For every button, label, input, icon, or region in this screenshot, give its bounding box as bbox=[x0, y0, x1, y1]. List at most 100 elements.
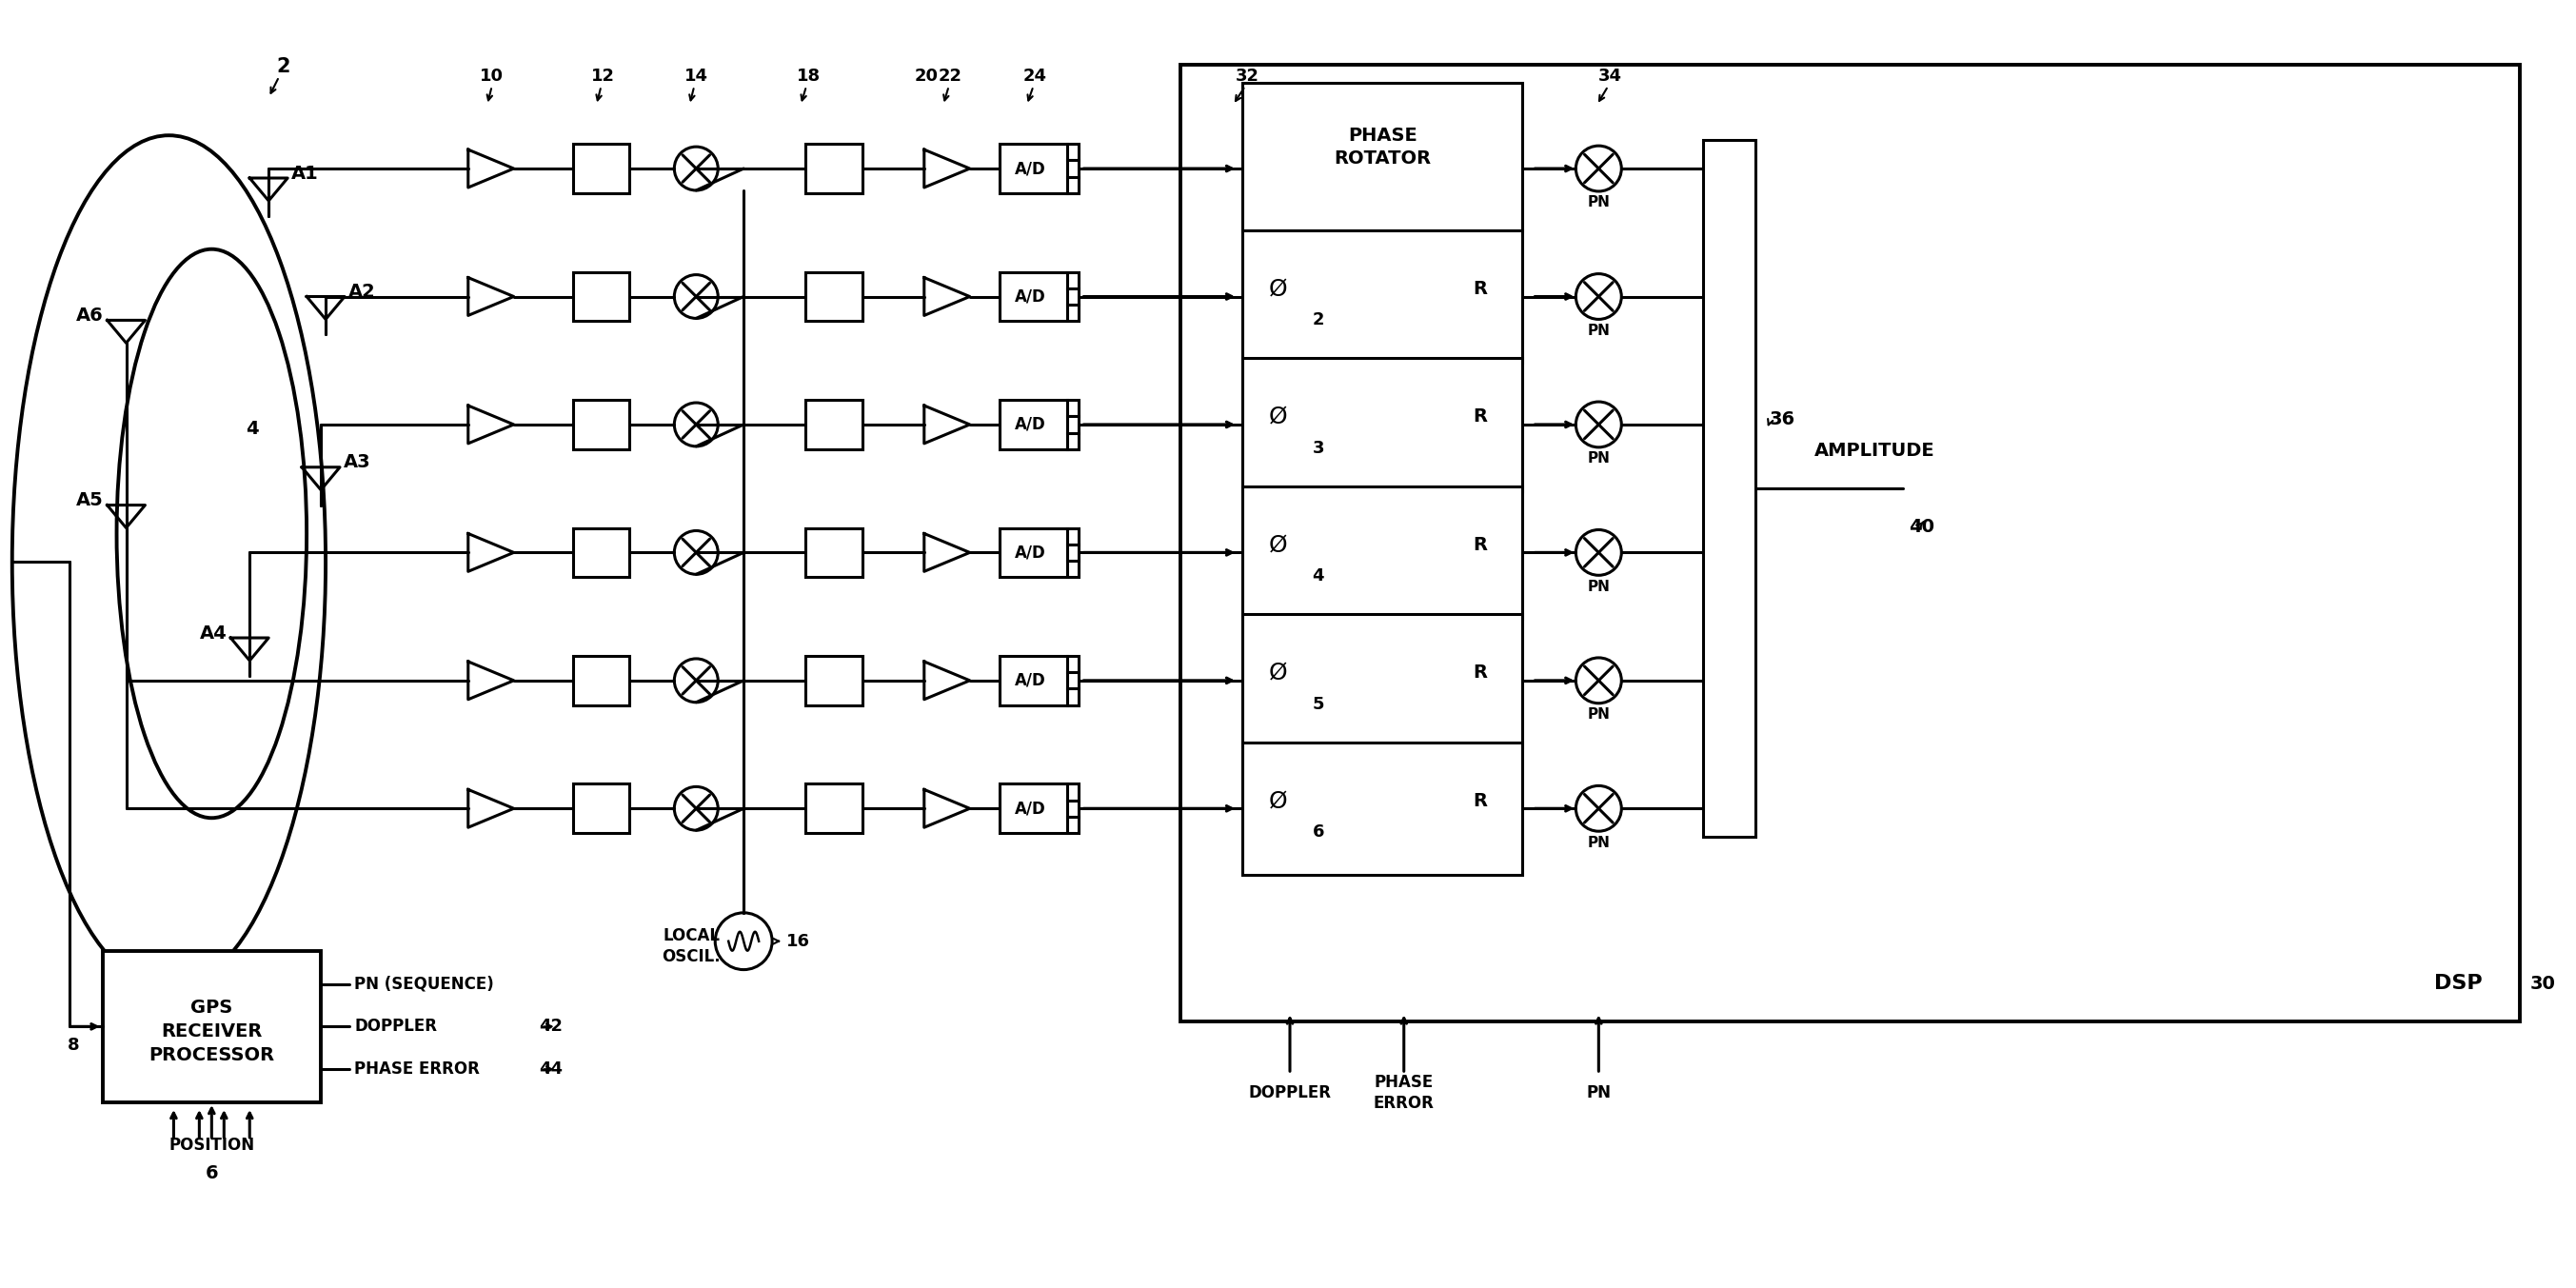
Bar bbox=[103, 951, 322, 1103]
Bar bbox=[1242, 358, 1522, 491]
Bar bbox=[1180, 64, 2519, 1021]
Bar bbox=[1066, 176, 1079, 193]
Bar bbox=[572, 656, 629, 705]
Text: A/D: A/D bbox=[1015, 800, 1046, 817]
Bar bbox=[1066, 560, 1079, 577]
Bar bbox=[572, 144, 629, 193]
Text: 30: 30 bbox=[2530, 975, 2555, 993]
Text: 32: 32 bbox=[1236, 68, 1260, 85]
Text: 5: 5 bbox=[1311, 696, 1324, 712]
Text: 34: 34 bbox=[1597, 68, 1623, 85]
Bar bbox=[999, 528, 1066, 577]
Text: A/D: A/D bbox=[1015, 544, 1046, 562]
Text: 2: 2 bbox=[276, 58, 289, 76]
Text: PROCESSOR: PROCESSOR bbox=[149, 1046, 276, 1064]
Text: A2: A2 bbox=[348, 283, 376, 301]
Text: 3: 3 bbox=[1311, 439, 1324, 457]
Text: PN: PN bbox=[1587, 1084, 1610, 1101]
Bar bbox=[806, 528, 863, 577]
Text: PHASE
ERROR: PHASE ERROR bbox=[1373, 1074, 1435, 1112]
Text: 6: 6 bbox=[1311, 823, 1324, 841]
Text: A/D: A/D bbox=[1015, 416, 1046, 433]
Text: 16: 16 bbox=[786, 933, 811, 949]
Text: 14: 14 bbox=[685, 68, 708, 85]
Bar bbox=[1066, 289, 1079, 305]
Bar bbox=[1066, 689, 1079, 705]
Text: A/D: A/D bbox=[1015, 289, 1046, 305]
Text: Ø: Ø bbox=[1270, 790, 1288, 813]
Bar bbox=[572, 784, 629, 833]
Bar bbox=[1703, 140, 1754, 837]
Bar bbox=[1066, 528, 1079, 545]
Bar bbox=[1066, 817, 1079, 833]
Bar bbox=[572, 272, 629, 321]
Text: 12: 12 bbox=[590, 68, 616, 85]
Text: A/D: A/D bbox=[1015, 160, 1046, 178]
Text: 4: 4 bbox=[247, 420, 260, 438]
Text: PN (SEQUENCE): PN (SEQUENCE) bbox=[353, 975, 495, 993]
Text: PN: PN bbox=[1587, 323, 1610, 337]
Text: A3: A3 bbox=[343, 453, 371, 471]
Bar bbox=[806, 144, 863, 193]
Text: Ø: Ø bbox=[1270, 662, 1288, 684]
Text: 22: 22 bbox=[938, 68, 961, 85]
Bar bbox=[999, 399, 1066, 450]
Text: Ø: Ø bbox=[1270, 277, 1288, 300]
Bar bbox=[572, 528, 629, 577]
Text: R: R bbox=[1473, 536, 1486, 554]
Text: DOPPLER: DOPPLER bbox=[1249, 1084, 1332, 1101]
Bar bbox=[1066, 305, 1079, 321]
Bar bbox=[1066, 144, 1079, 160]
Bar bbox=[999, 272, 1066, 321]
Text: 2: 2 bbox=[1311, 312, 1324, 328]
Text: DSP: DSP bbox=[2434, 974, 2483, 993]
Text: 36: 36 bbox=[1770, 411, 1795, 429]
Text: RECEIVER: RECEIVER bbox=[162, 1023, 263, 1041]
Text: 4: 4 bbox=[1311, 568, 1324, 585]
Bar bbox=[1066, 433, 1079, 450]
Bar bbox=[806, 784, 863, 833]
Bar bbox=[572, 399, 629, 450]
Bar bbox=[1066, 656, 1079, 672]
Text: 6: 6 bbox=[206, 1164, 219, 1182]
Text: LOCAL
OSCIL.: LOCAL OSCIL. bbox=[662, 927, 721, 965]
Text: PN: PN bbox=[1587, 707, 1610, 721]
Bar bbox=[1242, 486, 1522, 618]
Text: PN: PN bbox=[1587, 452, 1610, 466]
Bar bbox=[1066, 545, 1079, 560]
Bar bbox=[999, 784, 1066, 833]
Bar bbox=[1066, 272, 1079, 289]
Text: PN: PN bbox=[1587, 196, 1610, 210]
Bar bbox=[806, 656, 863, 705]
Bar bbox=[1242, 84, 1522, 231]
Text: DOPPLER: DOPPLER bbox=[353, 1018, 438, 1036]
Text: 24: 24 bbox=[1023, 68, 1048, 85]
Text: A6: A6 bbox=[77, 307, 103, 325]
Bar bbox=[1242, 742, 1522, 875]
Text: R: R bbox=[1473, 408, 1486, 426]
Text: R: R bbox=[1473, 663, 1486, 681]
Text: 8: 8 bbox=[67, 1037, 80, 1054]
Text: R: R bbox=[1473, 792, 1486, 810]
Text: A1: A1 bbox=[291, 165, 319, 183]
Text: POSITION: POSITION bbox=[170, 1136, 255, 1154]
Bar bbox=[1066, 160, 1079, 176]
Bar bbox=[1242, 614, 1522, 747]
Bar bbox=[1066, 416, 1079, 433]
Text: R: R bbox=[1473, 279, 1486, 298]
Text: A/D: A/D bbox=[1015, 672, 1046, 689]
Text: 42: 42 bbox=[538, 1018, 564, 1036]
Text: Ø: Ø bbox=[1270, 406, 1288, 429]
Bar bbox=[1066, 784, 1079, 800]
Bar bbox=[1242, 231, 1522, 363]
Bar bbox=[806, 399, 863, 450]
Text: 44: 44 bbox=[538, 1060, 564, 1078]
Text: 18: 18 bbox=[796, 68, 819, 85]
Text: PN: PN bbox=[1587, 580, 1610, 594]
Text: AMPLITUDE: AMPLITUDE bbox=[1814, 442, 1935, 460]
Text: 20: 20 bbox=[914, 68, 938, 85]
Text: GPS: GPS bbox=[191, 998, 232, 1016]
Text: 10: 10 bbox=[479, 68, 505, 85]
Bar bbox=[1066, 800, 1079, 817]
Bar bbox=[999, 656, 1066, 705]
